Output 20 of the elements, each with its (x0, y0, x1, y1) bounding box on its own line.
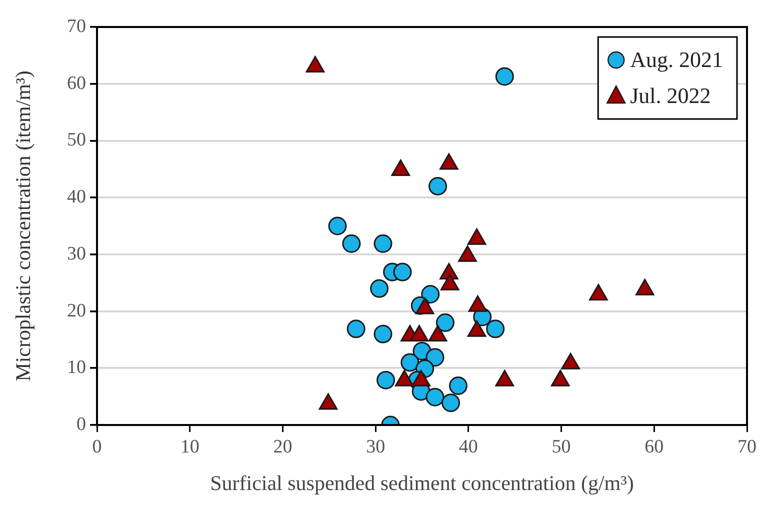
x-tick-label: 40 (458, 436, 478, 458)
x-tick-label: 0 (92, 436, 102, 458)
y-tick-label: 70 (67, 16, 86, 37)
y-tick-label: 0 (76, 414, 86, 435)
x-tick-label: 20 (273, 436, 292, 458)
legend-label: Jul. 2022 (630, 82, 711, 108)
x-tick-label: 50 (552, 436, 571, 458)
y-tick-label: 50 (67, 130, 86, 151)
y-tick-label: 30 (67, 243, 86, 264)
legend-label: Aug. 2021 (630, 46, 724, 72)
y-tick-label: 40 (67, 186, 86, 208)
y-axis-title: Microplastic concentration (item/m³) (11, 70, 36, 382)
x-tick-label: 60 (644, 436, 664, 458)
x-tick-label: 10 (180, 436, 200, 458)
x-tick-label: 30 (366, 436, 386, 458)
x-tick-label: 70 (738, 436, 756, 458)
x-axis-title: Surficial suspended sediment concentration (g/m³) (210, 470, 634, 495)
y-tick-label: 60 (67, 72, 86, 94)
y-tick-label: 20 (67, 300, 86, 322)
y-tick-label: 10 (67, 357, 86, 378)
